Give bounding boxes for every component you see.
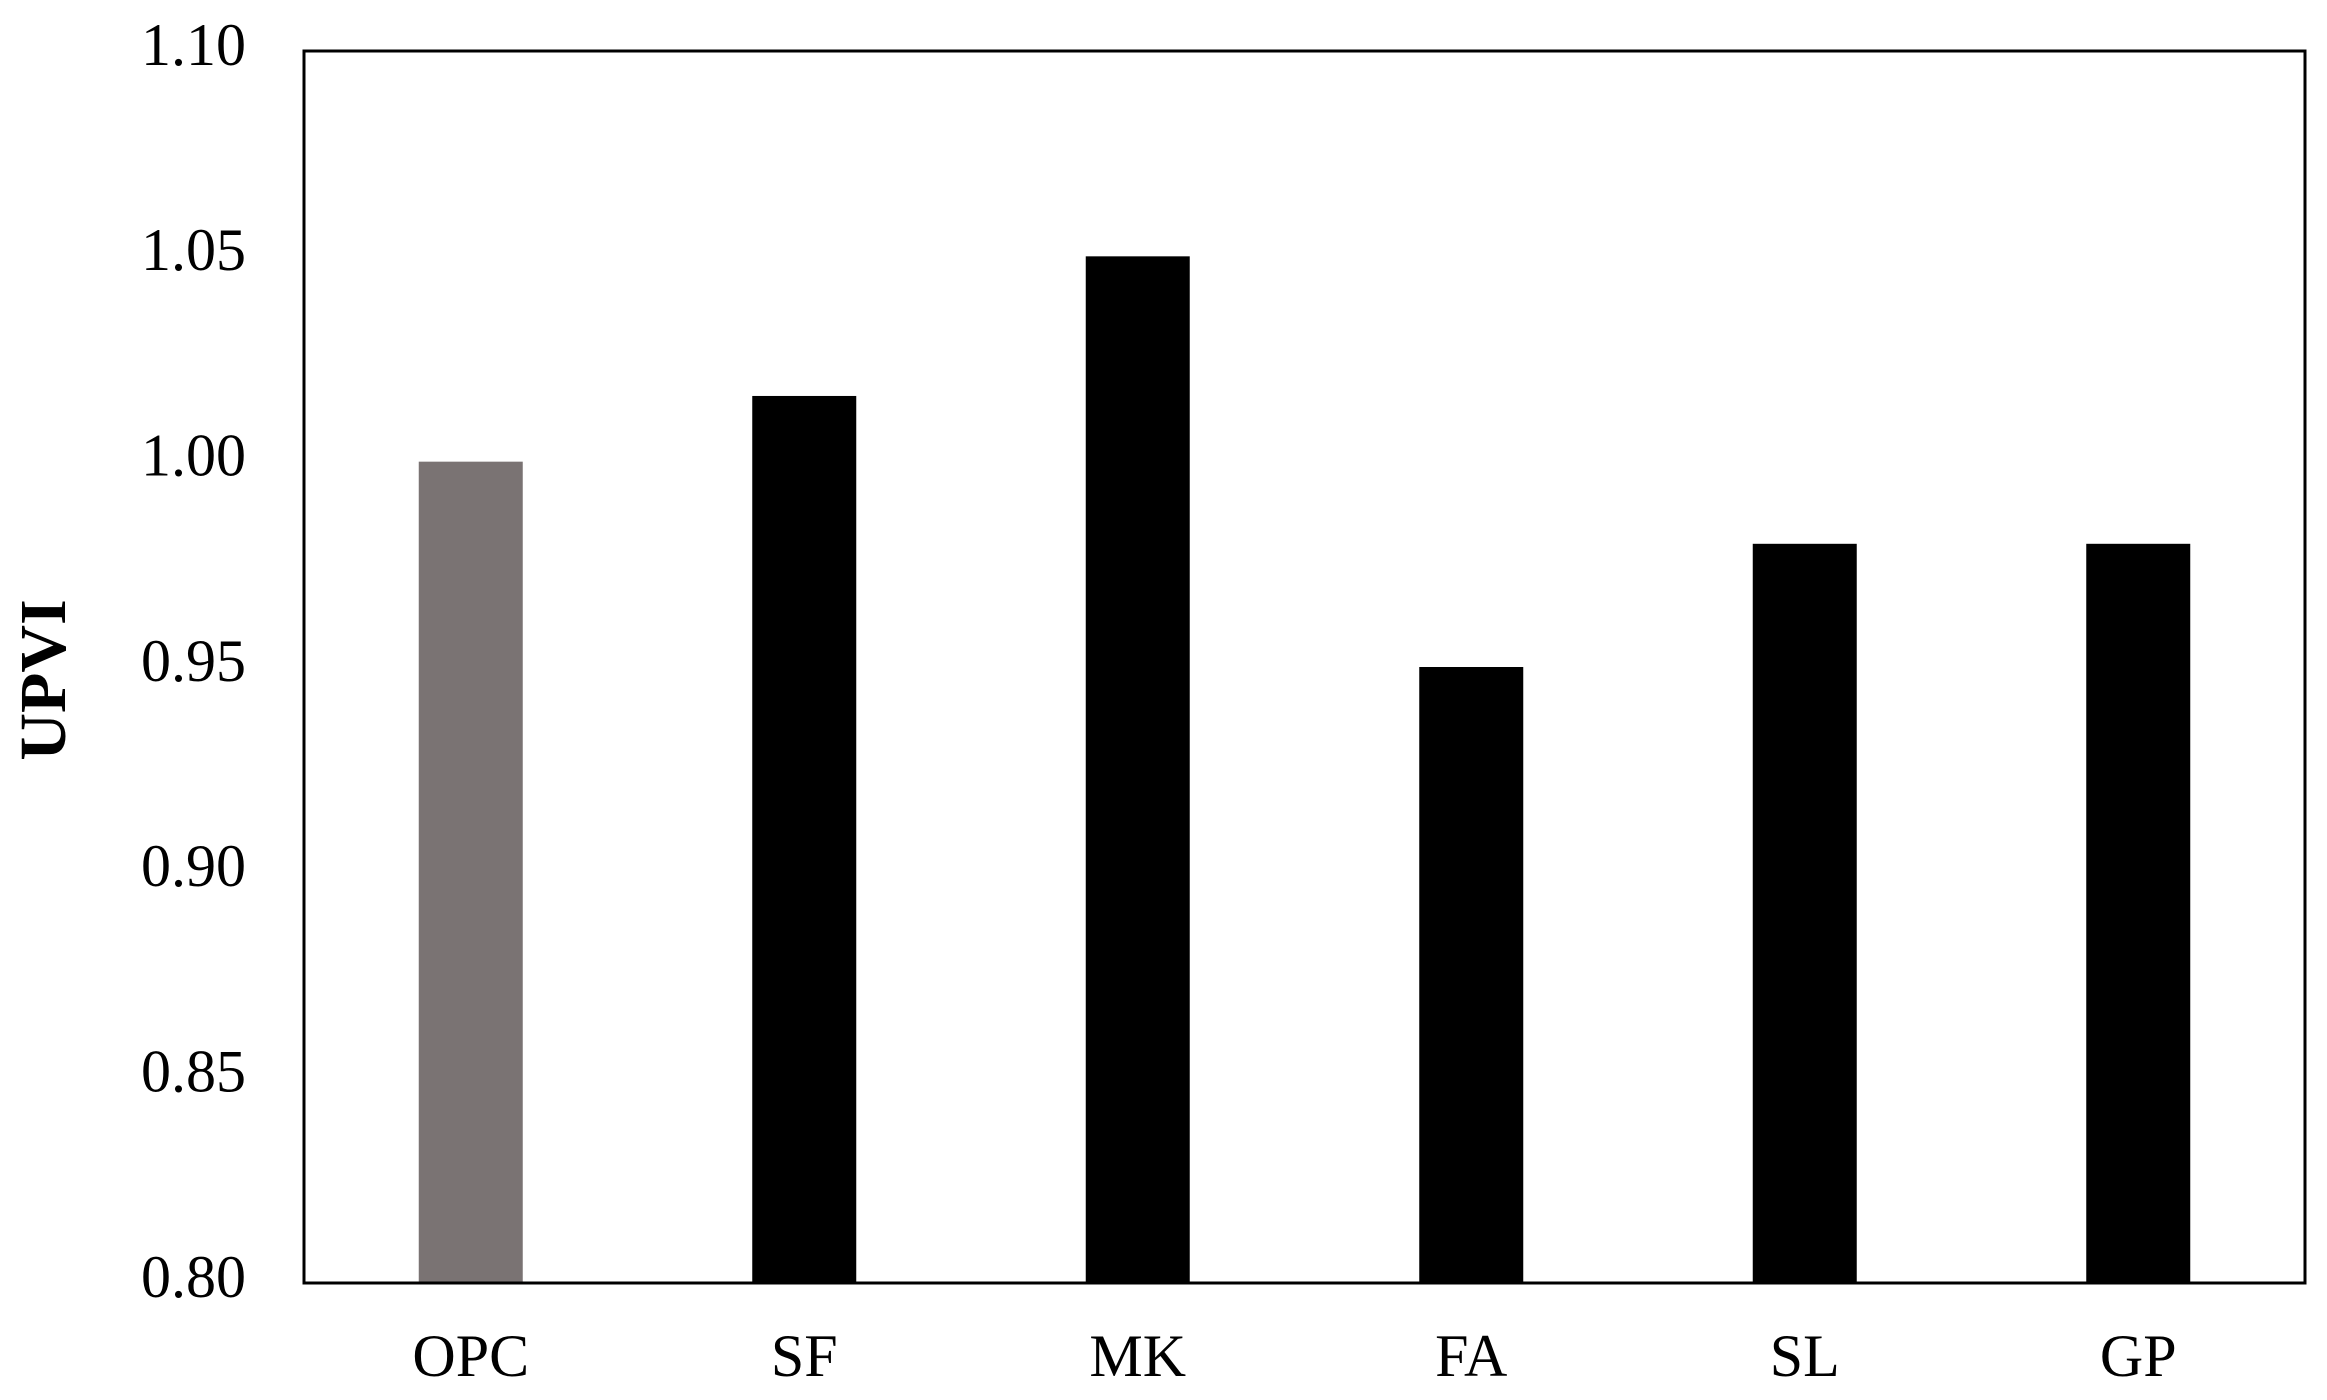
bar (418, 461, 523, 1284)
y-tick-label: 1.10 (141, 12, 246, 78)
y-tick-label: 0.80 (141, 1244, 246, 1310)
x-tick-label: SF (771, 1323, 838, 1389)
y-tick-label: 0.85 (141, 1038, 246, 1104)
y-tick-label: 1.00 (141, 422, 246, 488)
bar (1085, 256, 1190, 1283)
bar (1419, 667, 1524, 1283)
bar (1752, 543, 1857, 1283)
x-tick-label: MK (1089, 1323, 1186, 1389)
x-tick-label: OPC (412, 1323, 529, 1389)
bar (752, 395, 857, 1284)
plot-frame (302, 49, 2307, 1285)
y-tick-label: 0.95 (141, 628, 246, 694)
x-tick-label: SL (1770, 1323, 1840, 1389)
y-axis-label: UPVI (7, 599, 80, 760)
y-tick-label: 0.90 (141, 833, 246, 899)
x-tick-label: FA (1435, 1323, 1507, 1389)
bar (2086, 543, 2191, 1283)
x-tick-label: GP (2100, 1323, 2177, 1389)
y-tick-label: 1.05 (141, 217, 246, 283)
